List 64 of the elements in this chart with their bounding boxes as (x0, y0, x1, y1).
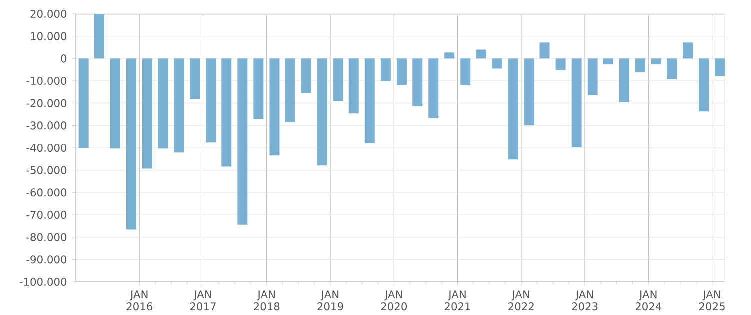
bar (270, 58, 280, 156)
bar (206, 58, 216, 143)
bar (78, 58, 89, 148)
bar (444, 52, 455, 59)
bar (572, 58, 582, 148)
bar (222, 58, 232, 167)
y-tick-label: 0 (61, 54, 67, 63)
y-tick-label: -60.000 (26, 188, 67, 197)
bar (715, 58, 725, 76)
x-tick-label: JAN 2019 (318, 290, 344, 311)
x-tick-label: JAN 2020 (381, 290, 407, 311)
y-tick-label: -90.000 (26, 256, 67, 264)
bar (412, 58, 423, 106)
x-tick-label: JAN 2025 (699, 290, 725, 311)
y-tick-label: -100.000 (20, 278, 67, 286)
bar (635, 58, 646, 72)
bar (348, 58, 359, 114)
bar (94, 14, 104, 59)
y-tick-label: 20.000 (30, 10, 67, 18)
y-tick-label: -70.000 (26, 210, 67, 219)
bar (380, 58, 391, 82)
bar (333, 58, 344, 102)
bar (524, 58, 534, 126)
y-tick-label: 10.000 (31, 32, 67, 40)
x-tick-label: JAN 2023 (572, 290, 598, 311)
bar (492, 58, 502, 69)
x-tick-label: JAN 2021 (444, 290, 470, 311)
x-tick-label: JAN 2022 (508, 290, 534, 311)
bar (396, 58, 407, 86)
bar (317, 58, 328, 166)
bar (190, 58, 200, 100)
bar (364, 58, 375, 144)
bar (588, 58, 598, 96)
bar (126, 58, 136, 230)
x-tick-label: JAN 2024 (636, 290, 662, 311)
y-tick-label: -40.000 (26, 144, 67, 152)
bar (428, 58, 439, 118)
bar (683, 42, 694, 59)
y-tick-label: -30.000 (26, 122, 67, 130)
bar (619, 58, 630, 102)
x-tick-label: JAN 2016 (126, 290, 153, 311)
bar (476, 50, 486, 59)
bar (301, 58, 312, 94)
x-tick-label: JAN 2018 (254, 290, 280, 311)
bar (540, 42, 550, 59)
bar (158, 58, 168, 149)
bar (556, 58, 566, 70)
y-tick-label: -10.000 (26, 76, 67, 85)
bar (603, 58, 614, 64)
bar (238, 58, 248, 225)
bar (460, 58, 471, 86)
bar (508, 58, 518, 160)
y-tick-label: -50.000 (26, 166, 67, 174)
y-tick-label: -80.000 (26, 233, 67, 242)
bar (651, 58, 662, 64)
bar (699, 58, 710, 112)
bar (174, 58, 184, 153)
bar (254, 58, 264, 120)
x-tick-label: JAN 2017 (190, 290, 216, 311)
bar (110, 58, 120, 149)
y-tick-label: -20.000 (26, 99, 67, 108)
bar (142, 58, 152, 169)
bar (285, 58, 296, 123)
bar (667, 58, 678, 80)
